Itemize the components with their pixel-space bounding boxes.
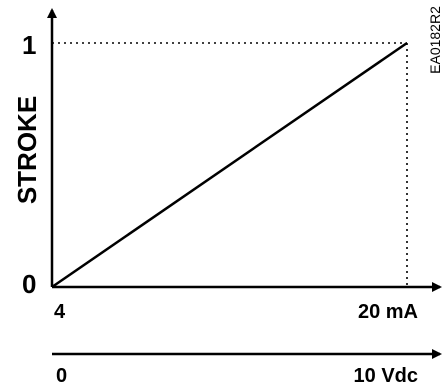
- y-axis-label: STROKE: [12, 96, 42, 204]
- x-secondary-end-label: 10 Vdc: [354, 365, 418, 385]
- x-secondary-start-label: 0: [56, 365, 67, 385]
- x-primary-end-label: 20 mA: [358, 301, 418, 323]
- y-tick-label-1: 1: [22, 30, 36, 60]
- y-tick-label-0: 0: [22, 269, 36, 299]
- x-primary-start-label: 4: [54, 301, 66, 323]
- series-line: [51, 41, 408, 289]
- figure-code-label: EA0182R2: [427, 6, 443, 74]
